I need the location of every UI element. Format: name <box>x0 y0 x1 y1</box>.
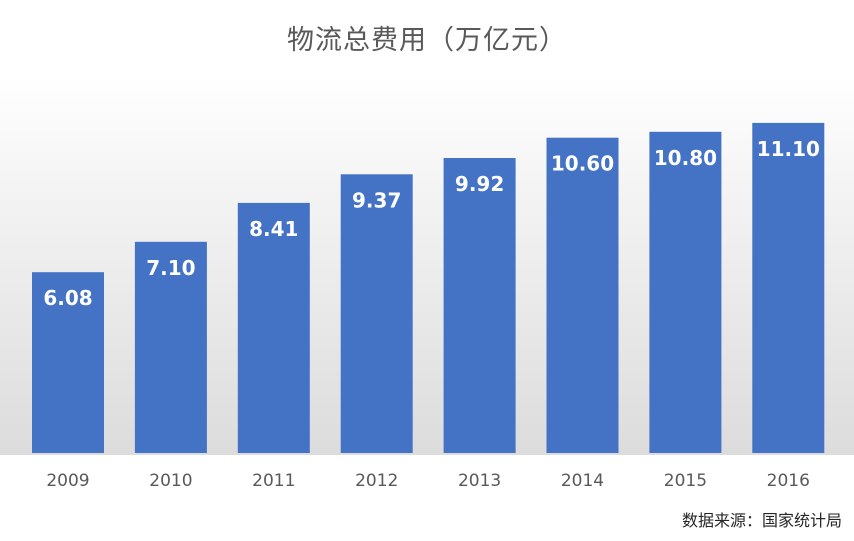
x-tick-label: 2013 <box>458 471 501 491</box>
bar-value-label: 8.41 <box>249 217 298 241</box>
bar-2013 <box>443 158 516 453</box>
bars-group <box>32 122 825 454</box>
bar-value-label: 10.80 <box>654 146 717 170</box>
x-tick-label: 2011 <box>252 471 295 491</box>
bar-2015 <box>649 131 722 454</box>
x-tick-label: 2010 <box>149 471 192 491</box>
x-tick-label: 2009 <box>46 471 89 491</box>
bar-value-label: 10.60 <box>551 152 614 176</box>
bar-labels-group: 6.08 7.10 8.41 9.37 9.92 10.60 10.80 11.10 <box>43 137 820 310</box>
bar-value-label: 7.10 <box>146 256 195 280</box>
bar-value-label: 6.08 <box>43 286 92 310</box>
chart-title: 物流总费用（万亿元） <box>287 25 567 56</box>
bar-value-label: 9.37 <box>352 188 401 212</box>
bar-2011 <box>237 202 310 453</box>
bar-2012 <box>340 174 413 454</box>
x-tick-labels-group: 2009 2010 2011 2012 2013 2014 2015 2016 <box>46 471 810 491</box>
x-tick-label: 2014 <box>561 471 604 491</box>
bar-value-label: 11.10 <box>757 137 820 161</box>
bar-2016 <box>752 122 825 454</box>
x-tick-label: 2016 <box>767 471 810 491</box>
x-tick-label: 2012 <box>355 471 398 491</box>
source-note: 数据来源：国家统计局 <box>681 511 842 530</box>
bar-value-label: 9.92 <box>455 172 504 196</box>
bar-2010 <box>134 241 207 453</box>
x-tick-label: 2015 <box>664 471 707 491</box>
bar-2014 <box>546 137 619 453</box>
bar-2009 <box>32 272 104 453</box>
